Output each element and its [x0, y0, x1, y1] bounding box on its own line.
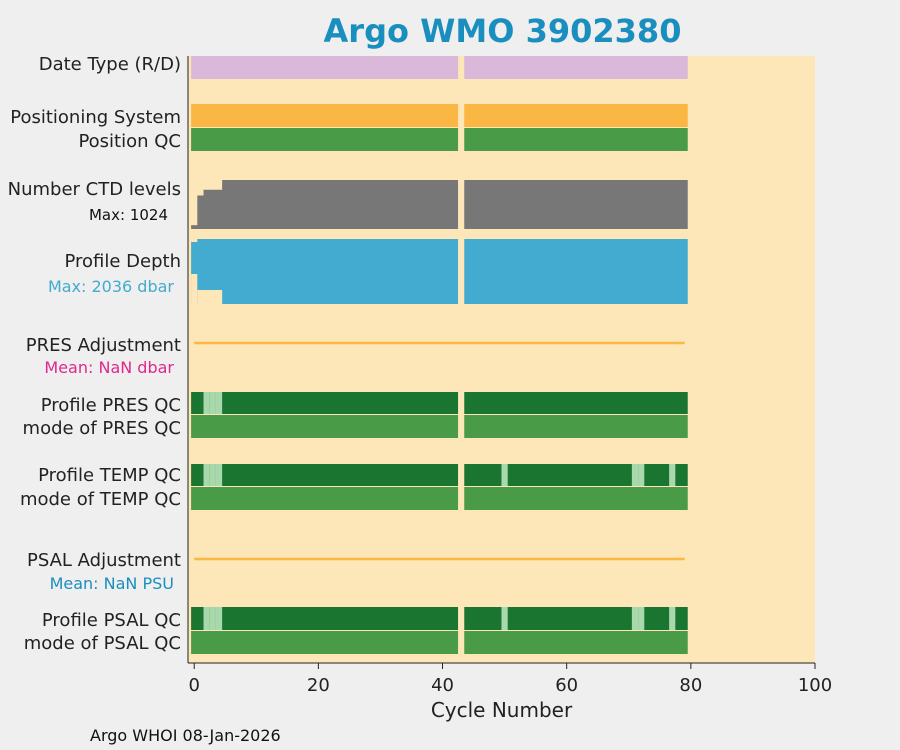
- date-type-label: Date Type (R/D): [39, 54, 181, 75]
- profile-depth-label: Profile Depth: [64, 251, 181, 272]
- profile-psal-qc-flag-cycle-77: [669, 607, 676, 630]
- ctd-levels-sublabel: Max: 1024: [89, 206, 168, 224]
- profile-depth-segment-3-1: [464, 239, 688, 304]
- mode-psal-qc-bar-0: [191, 631, 459, 654]
- profile-temp-qc-flag-cycle-72: [638, 464, 645, 486]
- profile-temp-qc-flag-cycle-4: [215, 464, 223, 486]
- profile-temp-qc-bar-0: [191, 464, 459, 486]
- pres-adjustment-label: PRES Adjustment: [26, 335, 181, 356]
- mode-pres-qc-label: mode of PRES QC: [23, 418, 181, 439]
- profile-depth-cut-1: [197, 290, 223, 305]
- ctd-levels-label: Number CTD levels: [8, 179, 181, 200]
- profile-psal-qc-label: Profile PSAL QC: [42, 610, 181, 631]
- profile-depth-cut-0: [191, 274, 198, 305]
- profile-temp-qc-flag-cycle-2: [203, 464, 210, 486]
- mode-pres-qc-bar-0: [191, 415, 459, 438]
- mode-psal-qc-label: mode of PSAL QC: [24, 633, 181, 654]
- ctd-levels-segment-3-0: [222, 180, 459, 229]
- profile-pres-qc-bar-1: [464, 392, 688, 414]
- psal-adjustment-label: PSAL Adjustment: [27, 550, 181, 571]
- profile-pres-qc-flag-cycle-4: [215, 392, 223, 414]
- profile-depth-cut-top: [191, 239, 198, 242]
- profile-pres-qc-flag-cycle-2: [203, 392, 210, 414]
- x-tick-label-40: 40: [431, 675, 454, 696]
- profile-pres-qc-bar-0: [191, 392, 459, 414]
- mode-temp-qc-label: mode of TEMP QC: [20, 489, 181, 510]
- x-axis-label: Cycle Number: [431, 698, 573, 722]
- profile-psal-qc-flag-cycle-71: [631, 607, 639, 630]
- profile-psal-qc-flag-cycle-2: [203, 607, 210, 630]
- mode-temp-qc-bar-0: [191, 487, 459, 510]
- x-tick-label-100: 100: [798, 675, 832, 696]
- profile-psal-qc-flag-cycle-72: [638, 607, 645, 630]
- position-qc-bar-1: [464, 128, 688, 151]
- positioning-system-bar-1: [464, 104, 688, 127]
- profile-temp-qc-flag-cycle-77: [669, 464, 676, 486]
- profile-pres-qc-label: Profile PRES QC: [41, 395, 181, 416]
- position-qc-bar-0: [191, 128, 459, 151]
- footer-credit: Argo WHOI 08-Jan-2026: [90, 726, 281, 745]
- profile-psal-qc-bar-0: [191, 607, 459, 630]
- profile-depth-segment-3-0: [222, 239, 459, 304]
- date-type-bar-1: [464, 56, 688, 79]
- x-tick-label-20: 20: [307, 675, 330, 696]
- profile-psal-qc-bar-1: [464, 607, 688, 630]
- profile-pres-qc-flag-cycle-3: [209, 392, 216, 414]
- pres-adjustment-sublabel: Mean: NaN dbar: [44, 358, 174, 377]
- positioning-system-label: Positioning System: [10, 107, 181, 128]
- profile-temp-qc-flag-cycle-71: [631, 464, 639, 486]
- profile-psal-qc-flag-cycle-3: [209, 607, 216, 630]
- profile-depth-sublabel: Max: 2036 dbar: [48, 277, 174, 296]
- plot-background: [188, 56, 815, 663]
- profile-temp-qc-flag-cycle-3: [209, 464, 216, 486]
- profile-psal-qc-flag-cycle-4: [215, 607, 223, 630]
- x-tick-label-0: 0: [188, 675, 199, 696]
- date-type-bar-0: [191, 56, 459, 79]
- profile-temp-qc-bar-1: [464, 464, 688, 486]
- x-tick-label-60: 60: [555, 675, 578, 696]
- profile-temp-qc-flag-cycle-50: [501, 464, 508, 486]
- x-tick-label-80: 80: [679, 675, 702, 696]
- chart-title: Argo WMO 3902380: [323, 12, 682, 50]
- mode-psal-qc-bar-1: [464, 631, 688, 654]
- position-qc-label: Position QC: [78, 131, 181, 152]
- ctd-levels-segment-3-1: [464, 180, 688, 229]
- mode-temp-qc-bar-1: [464, 487, 688, 510]
- profile-psal-qc-flag-cycle-50: [501, 607, 508, 630]
- positioning-system-bar-0: [191, 104, 459, 127]
- mode-pres-qc-bar-1: [464, 415, 688, 438]
- psal-adjustment-sublabel: Mean: NaN PSU: [50, 574, 174, 593]
- profile-temp-qc-label: Profile TEMP QC: [38, 465, 181, 486]
